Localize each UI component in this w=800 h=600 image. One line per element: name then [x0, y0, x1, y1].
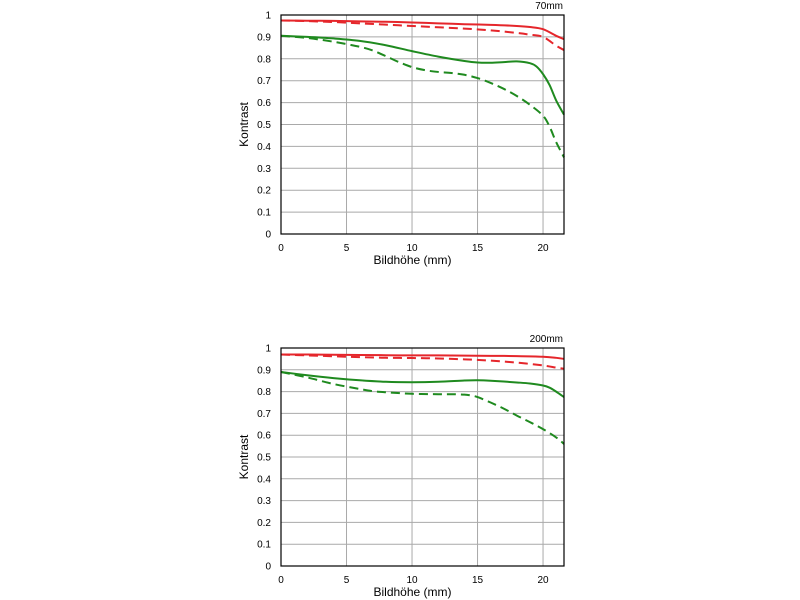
plot-frame [280, 14, 565, 235]
series-line-2 [280, 353, 565, 370]
x-tick-label: 0 [278, 243, 284, 254]
series-line-1 [280, 353, 565, 360]
series-line-4 [280, 34, 565, 158]
y-tick-label: 0.6 [257, 98, 271, 109]
y-tick-label: 0.7 [257, 76, 271, 87]
x-tick-label: 20 [537, 243, 549, 254]
y-tick-label: 0.8 [257, 54, 271, 65]
y-tick-label: 0.9 [257, 32, 271, 43]
y-tick-label: 0.5 [257, 453, 271, 464]
chart-1: 00.10.20.30.40.50.60.70.80.910 5 10 15 20Bil… [237, 1, 565, 267]
chart-title: 70mm [535, 1, 563, 12]
y-tick-label: 0.1 [257, 540, 271, 551]
y-tick-label: 0.4 [257, 474, 271, 485]
x-tick-label: 15 [472, 243, 484, 254]
y-tick-label: 0.3 [257, 496, 271, 507]
y-tick-label: 1 [265, 344, 271, 355]
y-tick-label: 0 [265, 230, 271, 241]
x-axis-label: Bildhöhe (mm) [373, 585, 451, 599]
y-tick-label: 0.2 [257, 518, 271, 529]
x-tick-label: 5 [344, 575, 350, 586]
y-tick-label: 0.5 [257, 120, 271, 131]
y-tick-label: 0.6 [257, 431, 271, 442]
chart-2: 00.10.20.30.40.50.60.70.80.910 5 10 15 20Bil… [237, 334, 565, 599]
y-axis-label: Kontrast [237, 434, 251, 479]
x-axis-label: Bildhöhe (mm) [373, 253, 451, 267]
series-line-2 [280, 19, 565, 51]
series-line-1 [280, 19, 565, 41]
x-tick-label: 5 [344, 243, 350, 254]
y-tick-label: 1 [265, 11, 271, 22]
series-line-3 [280, 370, 565, 398]
y-tick-label: 0.4 [257, 142, 271, 153]
x-tick-label: 10 [406, 243, 418, 254]
plot-frame [280, 347, 565, 567]
y-axis-label: Kontrast [237, 101, 251, 146]
x-tick-label: 15 [472, 575, 484, 586]
y-tick-label: 0.2 [257, 186, 271, 197]
y-tick-label: 0.3 [257, 164, 271, 175]
series-line-3 [280, 34, 565, 116]
y-tick-label: 0 [265, 562, 271, 573]
chart-title: 200mm [530, 334, 563, 345]
series-line-4 [280, 371, 565, 445]
y-tick-label: 0.8 [257, 387, 271, 398]
y-tick-label: 0.9 [257, 365, 271, 376]
x-tick-label: 10 [406, 575, 418, 586]
y-tick-label: 0.7 [257, 409, 271, 420]
x-tick-label: 20 [537, 575, 549, 586]
x-tick-label: 0 [278, 575, 284, 586]
y-tick-label: 0.1 [257, 208, 271, 219]
